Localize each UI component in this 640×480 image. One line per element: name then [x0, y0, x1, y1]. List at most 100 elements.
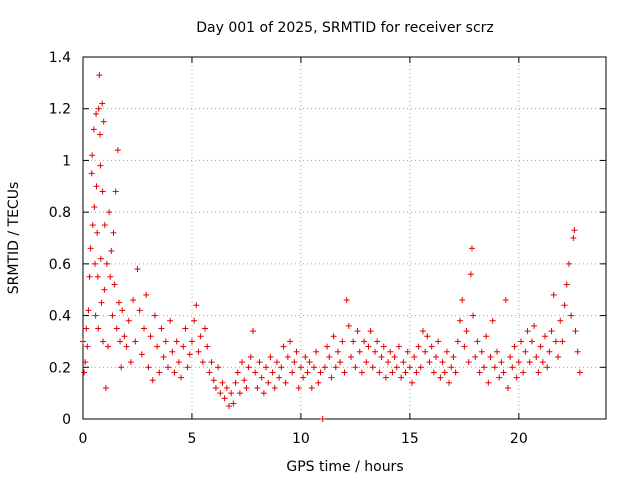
data-point — [92, 312, 99, 319]
data-point — [186, 351, 193, 358]
data-point — [108, 247, 115, 254]
data-point — [284, 353, 291, 360]
data-point — [151, 312, 158, 319]
data-point — [167, 317, 174, 324]
data-point — [291, 359, 298, 366]
data-point — [118, 364, 125, 371]
data-point — [570, 235, 577, 241]
data-point — [149, 377, 156, 384]
data-point — [502, 297, 509, 304]
y-tick-label: 0 — [62, 412, 71, 428]
data-point — [433, 353, 440, 360]
axis-ticks: 0 0.2 0.4 0.6 0.8 1 1.2 1.4 0 5 10 15 20 — [49, 50, 606, 447]
data-point — [156, 369, 163, 376]
data-point — [354, 328, 361, 335]
data-point — [210, 377, 217, 384]
data-point — [197, 333, 204, 340]
data-point — [306, 359, 313, 366]
data-point — [439, 359, 446, 366]
x-tick-label: 0 — [79, 431, 88, 447]
data-point — [101, 286, 108, 293]
data-point — [101, 222, 108, 229]
data-point — [82, 359, 89, 366]
data-point — [426, 359, 433, 366]
data-point — [513, 374, 520, 381]
data-point — [494, 348, 501, 355]
data-point — [415, 343, 422, 350]
data-point — [119, 307, 126, 314]
data-point — [132, 338, 139, 345]
data-point — [441, 369, 448, 376]
data-point — [387, 348, 394, 355]
data-point — [376, 369, 383, 376]
data-point — [90, 126, 97, 133]
data-point — [524, 328, 531, 335]
data-point — [509, 364, 516, 371]
data-point — [424, 333, 431, 340]
data-point — [100, 118, 107, 125]
x-tick-label: 15 — [401, 431, 419, 447]
data-point — [193, 302, 200, 309]
data-point — [113, 325, 120, 332]
data-point — [480, 364, 487, 371]
data-point — [239, 359, 246, 366]
data-point — [111, 281, 118, 288]
data-point — [518, 338, 525, 345]
data-point — [160, 353, 167, 360]
data-point — [95, 105, 102, 112]
data-point — [487, 353, 494, 360]
data-point — [504, 384, 511, 391]
data-point — [117, 338, 124, 345]
data-point — [393, 364, 400, 371]
data-point — [228, 390, 235, 397]
data-point — [391, 353, 398, 360]
data-point — [313, 348, 320, 355]
data-point — [278, 364, 285, 371]
data-point — [341, 369, 348, 376]
data-point — [127, 359, 134, 366]
data-point — [103, 260, 110, 267]
data-point — [550, 291, 557, 298]
data-point — [559, 338, 566, 345]
data-point — [107, 273, 114, 280]
data-point — [175, 359, 182, 366]
data-point — [369, 364, 376, 371]
data-point — [539, 359, 546, 366]
data-point — [404, 348, 411, 355]
data-point — [267, 353, 274, 360]
data-point — [202, 325, 209, 332]
data-point — [468, 245, 475, 252]
data-point — [563, 281, 570, 288]
data-point — [489, 317, 496, 324]
data-point — [254, 384, 261, 391]
data-point — [343, 297, 350, 304]
data-point — [265, 379, 272, 386]
data-point — [162, 338, 169, 345]
data-point — [97, 255, 104, 262]
data-point — [121, 333, 128, 340]
chart-title: Day 001 of 2025, SRMTID for receiver scr… — [196, 20, 494, 36]
data-point — [437, 374, 444, 381]
data-point — [87, 245, 94, 252]
grid-lines — [83, 57, 606, 419]
y-tick-label: 1.4 — [49, 50, 71, 66]
data-point — [109, 312, 116, 319]
data-point — [430, 369, 437, 376]
data-point — [136, 307, 143, 314]
data-point — [138, 351, 145, 358]
plot-frame — [82, 56, 607, 420]
data-point — [461, 343, 468, 350]
data-point — [269, 369, 276, 376]
data-point — [574, 348, 581, 355]
data-point — [365, 343, 372, 350]
y-tick-label: 0.6 — [49, 257, 71, 273]
data-points — [80, 72, 583, 422]
data-point — [378, 353, 385, 360]
data-point — [130, 297, 137, 304]
data-point — [319, 416, 326, 422]
data-point — [226, 403, 233, 410]
data-point — [382, 374, 389, 381]
data-point — [178, 374, 185, 381]
data-point — [91, 203, 98, 210]
y-axis-label: SRMTID / TECUs — [6, 182, 22, 295]
